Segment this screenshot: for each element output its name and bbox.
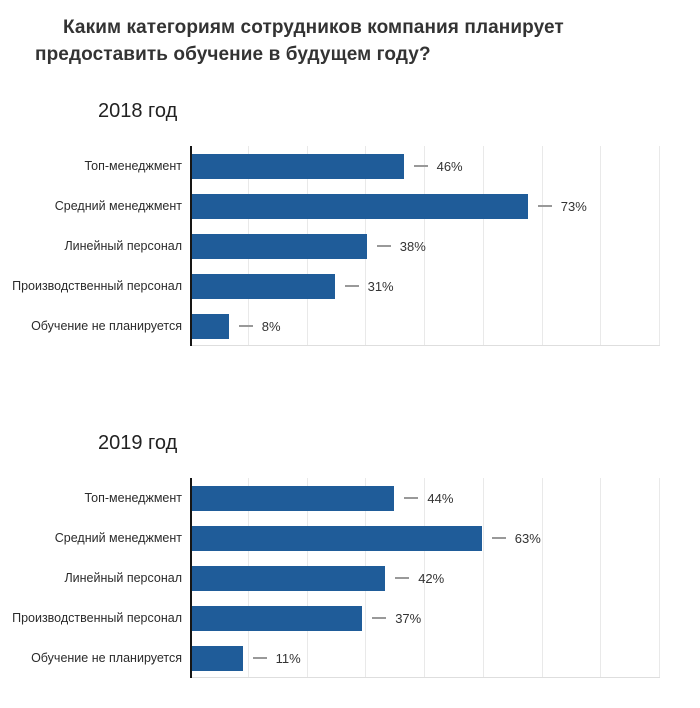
category-label: Обучение не планируется <box>31 318 182 333</box>
bar <box>192 645 243 671</box>
value-dash <box>395 577 410 579</box>
category-label: Производственный персонал <box>12 278 182 293</box>
value-label: 31% <box>367 278 394 294</box>
bar-cell: 42% <box>190 558 660 598</box>
bar-cell: 46% <box>190 146 660 186</box>
bar-cell: 44% <box>190 478 660 518</box>
category-label: Линейный персонал <box>64 570 182 585</box>
gridline <box>424 478 425 677</box>
category-label: Линейный персонал <box>64 238 182 253</box>
page-title-line2: предоставить обучение в будущем году? <box>35 44 431 65</box>
value-dash <box>537 205 552 207</box>
page-title-line1: Каким категориям сотрудников компания пл… <box>63 17 564 38</box>
category-label: Производственный персонал <box>12 610 182 625</box>
bar-cell: 31% <box>190 266 660 306</box>
gridline <box>541 146 543 345</box>
bar-row: Обучение не планируется 11% <box>0 638 660 678</box>
bar <box>192 153 404 179</box>
gridline <box>424 146 425 345</box>
value-dash <box>372 617 387 619</box>
bar-row: Производственный персонал 31% <box>0 266 660 306</box>
category-label: Топ-менеджмент <box>84 158 183 173</box>
bar <box>192 193 528 219</box>
chart-title-2018: 2018 год <box>98 100 178 122</box>
gridline <box>659 478 660 677</box>
bar <box>192 605 363 631</box>
value-label: 11% <box>275 650 301 666</box>
value-dash <box>404 497 419 499</box>
bar-rows: Топ-менеджмент 46% Средний менеджмент 73… <box>0 146 660 346</box>
value-label: 63% <box>514 530 541 546</box>
gridline <box>659 146 660 345</box>
value-label: 44% <box>427 490 454 506</box>
category-label: Топ-менеджмент <box>84 490 183 505</box>
bar-cell: 73% <box>190 186 660 226</box>
bar <box>192 485 395 511</box>
value-dash <box>491 537 506 539</box>
bar-cell: 37% <box>190 598 660 638</box>
bar <box>192 313 229 339</box>
bar-chart-2018: Топ-менеджмент 46% Средний менеджмент 73… <box>0 146 660 346</box>
value-label: 73% <box>560 198 587 214</box>
bar-chart-2019: Топ-менеджмент 44% Средний менеджмент 63… <box>0 478 660 678</box>
value-dash <box>238 325 253 327</box>
bar-row: Линейный персонал 42% <box>0 558 660 598</box>
value-dash <box>376 245 391 247</box>
value-label: 38% <box>399 238 426 254</box>
category-label: Средний менеджмент <box>54 198 182 213</box>
bar <box>192 525 482 551</box>
bar-row: Топ-менеджмент 46% <box>0 146 660 186</box>
gridline <box>600 478 602 677</box>
gridline <box>482 146 484 345</box>
value-dash <box>413 165 428 167</box>
value-dash <box>344 285 359 287</box>
category-label: Средний менеджмент <box>54 530 182 545</box>
category-label: Обучение не планируется <box>31 650 182 665</box>
page-title: Каким категориям сотрудников компания пл… <box>35 14 620 68</box>
bar-cell: 63% <box>190 518 660 558</box>
bar-rows: Топ-менеджмент 44% Средний менеджмент 63… <box>0 478 660 678</box>
value-label: 8% <box>261 318 281 334</box>
gridline <box>482 478 484 677</box>
value-dash <box>252 657 267 659</box>
bar-row: Средний менеджмент 73% <box>0 186 660 226</box>
value-label: 37% <box>395 610 422 626</box>
gridline <box>600 146 602 345</box>
bar-row: Обучение не планируется 8% <box>0 306 660 346</box>
bar-row: Средний менеджмент 63% <box>0 518 660 558</box>
bar-row: Топ-менеджмент 44% <box>0 478 660 518</box>
bar-cell: 8% <box>190 306 660 346</box>
chart-section-2018: 2018 год Топ-менеджмент 46% <box>0 100 700 346</box>
chart-section-2019: 2019 год Топ-менеджмент 44% <box>0 432 700 678</box>
bar-cell: 38% <box>190 226 660 266</box>
gridline <box>541 478 543 677</box>
chart-title-2019: 2019 год <box>98 432 178 454</box>
value-label: 46% <box>436 158 463 174</box>
bar <box>192 565 386 591</box>
bar <box>192 273 335 299</box>
bar-row: Производственный персонал 37% <box>0 598 660 638</box>
bar-row: Линейный персонал 38% <box>0 226 660 266</box>
bar <box>192 233 367 259</box>
value-label: 42% <box>418 570 445 586</box>
bar-cell: 11% <box>190 638 660 678</box>
